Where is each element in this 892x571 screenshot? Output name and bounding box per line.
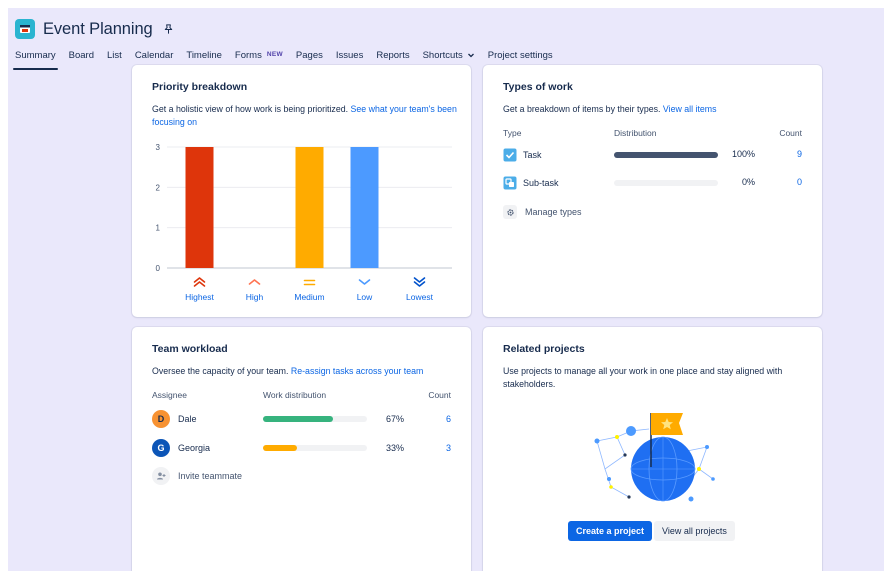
view-all-items-link[interactable]: View all items <box>662 104 717 114</box>
card-description: Get a breakdown of items by their types.… <box>503 104 717 114</box>
subtask-icon <box>503 176 517 190</box>
priority-bar-chart: 0 1 2 3 Highest High Medium Low Lowest <box>156 143 452 302</box>
tab-list[interactable]: List <box>107 50 122 61</box>
project-tabs: Summary Board List Calendar Timeline For… <box>13 50 884 70</box>
priority-high-icon <box>248 279 261 285</box>
distribution-bar <box>614 180 718 186</box>
work-distribution-bar-fill <box>263 445 298 451</box>
pin-icon[interactable] <box>163 23 174 35</box>
type-name: Sub-task <box>523 178 559 188</box>
tab-timeline[interactable]: Timeline <box>186 50 222 61</box>
priority-breakdown-card: Priority breakdown Get a holistic view o… <box>132 65 471 317</box>
priority-highest-icon <box>193 277 206 287</box>
x-tick-label[interactable]: Lowest <box>406 292 434 302</box>
column-header-assignee: Assignee <box>152 390 187 400</box>
invite-teammate-label: Invite teammate <box>178 471 243 481</box>
reassign-tasks-link[interactable]: Re-assign tasks across your team <box>290 366 424 376</box>
tab-project-settings[interactable]: Project settings <box>487 50 553 61</box>
column-header-work-distribution: Work distribution <box>263 390 327 400</box>
distribution-bar-fill <box>614 152 718 158</box>
assignee-row-dale: D Dale <box>152 408 451 430</box>
card-title: Priority breakdown <box>152 81 248 93</box>
bar-highest <box>185 147 214 268</box>
x-tick-label[interactable]: High <box>246 292 264 302</box>
type-row-task: Task <box>503 147 802 163</box>
avatar[interactable]: D <box>152 410 170 428</box>
globe-flag-illustration <box>594 413 715 502</box>
card-description: Get a holistic view of how work is being… <box>152 104 457 127</box>
manage-types-button[interactable]: Manage types <box>503 204 802 220</box>
project-header: Event Planning Summary Board List Calend… <box>13 14 884 70</box>
assignee-row-georgia: G Georgia <box>152 437 451 459</box>
priority-lowest-icon <box>413 277 426 287</box>
project-avatar-icon[interactable] <box>15 19 35 39</box>
type-row-subtask: Sub-task <box>503 175 802 191</box>
page-background: Event Planning Summary Board List Calend… <box>8 8 884 571</box>
work-distribution-bar <box>263 416 367 422</box>
type-count-link[interactable]: 0 <box>796 177 802 187</box>
team-workload-card: Team workload Oversee the capacity of yo… <box>132 327 471 571</box>
manage-types-label: Manage types <box>525 207 582 217</box>
card-description: Oversee the capacity of your team. Re-as… <box>152 366 424 376</box>
avatar[interactable]: G <box>152 439 170 457</box>
card-title: Team workload <box>152 343 228 355</box>
x-tick-label[interactable]: Medium <box>294 292 324 302</box>
workload-percent: 33% <box>385 443 404 453</box>
x-tick-label[interactable]: Low <box>357 292 373 302</box>
workload-percent: 67% <box>385 414 404 424</box>
column-header-type: Type <box>503 128 522 138</box>
tab-reports[interactable]: Reports <box>376 50 410 61</box>
types-of-work-card: Types of work Get a breakdown of items b… <box>483 65 822 317</box>
y-tick-label: 2 <box>156 183 161 192</box>
priority-low-icon <box>358 279 371 285</box>
related-projects-card: Related projects Use projects to manage … <box>483 327 822 571</box>
column-header-distribution: Distribution <box>614 128 657 138</box>
bar-medium <box>295 147 324 268</box>
y-tick-label: 1 <box>156 224 161 233</box>
work-distribution-bar-fill <box>263 416 333 422</box>
view-all-projects-button[interactable]: View all projects <box>654 521 735 541</box>
x-tick-label[interactable]: Highest <box>185 292 214 302</box>
page-title: Event Planning <box>43 19 153 38</box>
tab-issues[interactable]: Issues <box>335 50 364 61</box>
y-tick-label: 0 <box>156 264 161 273</box>
focus-link[interactable]: See what your team's been focusing on <box>152 104 457 127</box>
invite-teammate-button[interactable]: Invite teammate <box>152 465 451 487</box>
new-badge: NEW <box>266 51 283 58</box>
card-description: Use projects to manage all your work in … <box>503 366 783 389</box>
add-person-icon <box>152 467 170 485</box>
tab-shortcuts[interactable]: Shortcuts <box>423 50 475 70</box>
create-project-button[interactable]: Create a project <box>568 521 653 541</box>
priority-medium-icon <box>303 279 316 286</box>
type-count-link[interactable]: 9 <box>796 149 802 159</box>
type-percent: 100% <box>731 149 755 159</box>
y-tick-label: 3 <box>156 143 161 152</box>
assignee-name: Dale <box>178 414 197 424</box>
type-name: Task <box>523 150 542 160</box>
chevron-down-icon <box>467 51 475 62</box>
type-percent: 0% <box>741 177 755 187</box>
card-title: Types of work <box>503 81 573 93</box>
work-distribution-bar <box>263 445 367 451</box>
workload-count-link[interactable]: 3 <box>445 443 451 453</box>
column-header-count: Count <box>779 128 802 138</box>
tab-calendar[interactable]: Calendar <box>134 50 174 61</box>
assignee-name: Georgia <box>178 443 211 453</box>
tab-forms[interactable]: Forms NEW <box>234 50 283 61</box>
tab-board[interactable]: Board <box>68 50 95 61</box>
tab-pages[interactable]: Pages <box>295 50 323 61</box>
tab-summary[interactable]: Summary <box>13 50 58 70</box>
task-checkbox-icon <box>503 148 517 162</box>
bar-low <box>350 147 379 268</box>
card-title: Related projects <box>503 343 585 355</box>
gear-icon <box>503 205 517 219</box>
workload-count-link[interactable]: 6 <box>445 414 451 424</box>
column-header-count: Count <box>428 390 451 400</box>
distribution-bar <box>614 152 718 158</box>
